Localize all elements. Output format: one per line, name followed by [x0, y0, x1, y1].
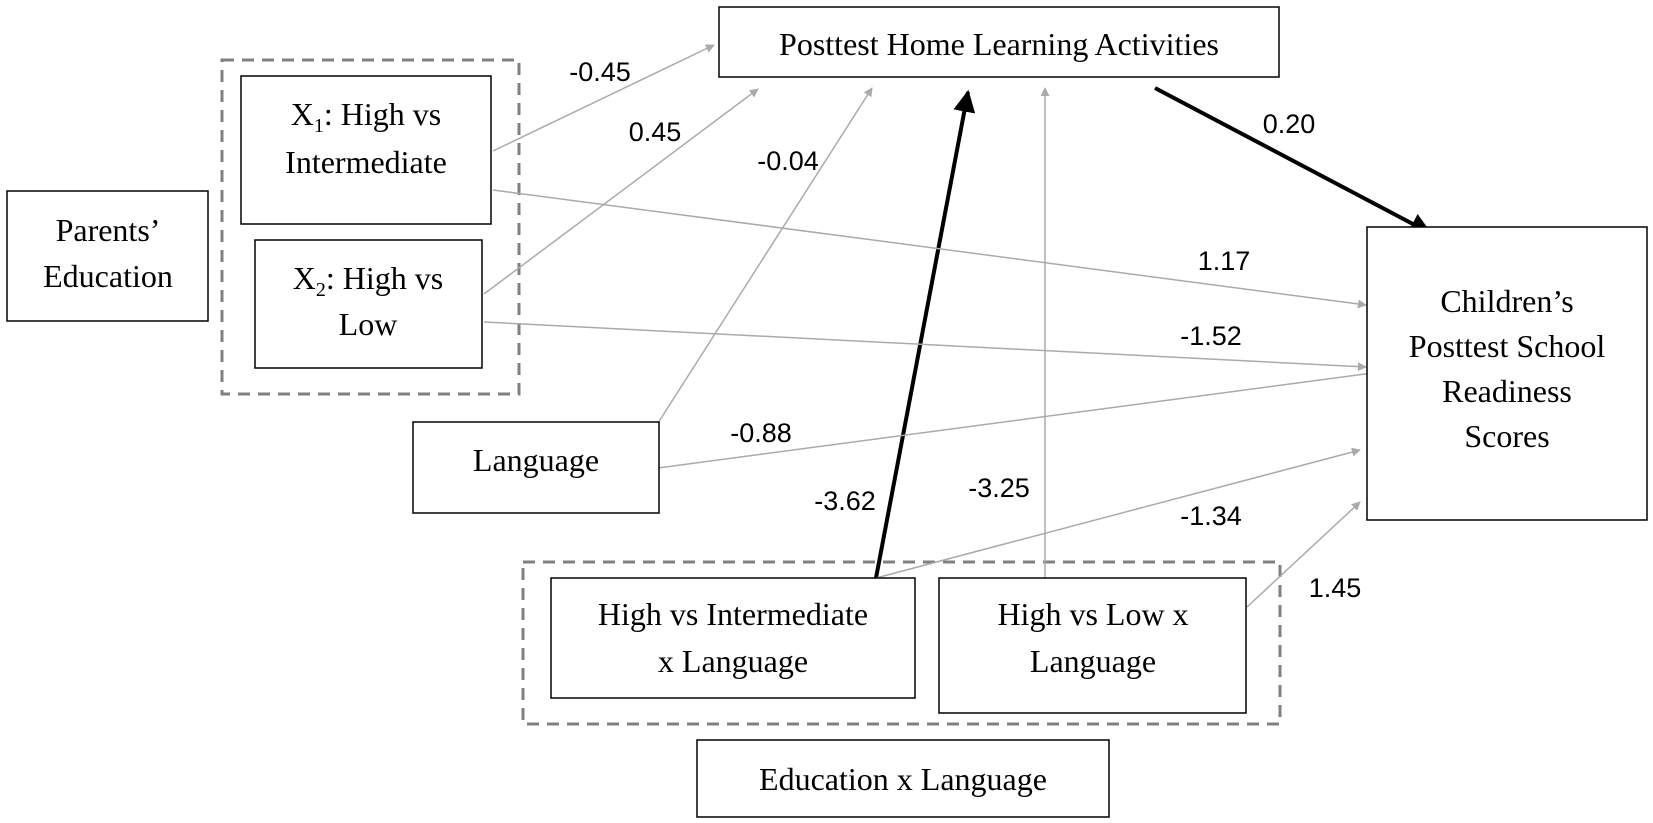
node-box-x2 — [254, 239, 483, 369]
coef-x2-to-hla: 0.45 — [629, 117, 682, 147]
arrow-int-hi-to-hla — [874, 89, 976, 579]
node-box-int-high-low — [938, 577, 1247, 714]
node-box-x1 — [240, 75, 492, 225]
node-box-readiness — [1366, 226, 1648, 521]
node-label-language: Language — [473, 442, 599, 478]
node-label-int-hi-line1: High vs Intermediate — [598, 596, 868, 632]
arrow-int-hl-to-readiness — [1246, 501, 1361, 608]
education-group-border — [220, 58, 521, 396]
x1-rest: : High vs — [324, 96, 441, 132]
node-label-education-x-language: Education x Language — [759, 761, 1047, 797]
coef-x1-to-hla: -0.45 — [569, 57, 631, 87]
coef-language-to-readiness: -0.88 — [730, 418, 792, 448]
x1-main: X — [291, 96, 314, 132]
node-label-readiness-line4: Scores — [1464, 418, 1549, 454]
coef-x1-to-readiness: 1.17 — [1198, 246, 1251, 276]
coef-int-hi-to-readiness: -3.25 — [968, 473, 1030, 503]
node-box-education-x-language — [696, 739, 1110, 818]
arrow-x2-to-readiness — [483, 321, 1367, 372]
coef-language-to-hla: -0.04 — [757, 146, 819, 176]
node-box-posttest-hla — [718, 6, 1280, 78]
arrow-x1-to-hla — [492, 44, 715, 152]
node-label-x2-line2: Low — [339, 306, 398, 342]
node-label-readiness-line2: Posttest School — [1409, 328, 1606, 364]
coef-x2-to-readiness: -1.52 — [1180, 321, 1242, 351]
node-label-readiness-line1: Children’s — [1440, 283, 1573, 319]
node-box-int-high-intermediate — [550, 577, 916, 699]
node-box-language — [412, 421, 660, 514]
node-label-readiness-line3: Readiness — [1442, 373, 1572, 409]
x2-subscript: 2 — [316, 279, 326, 301]
x1-subscript: 1 — [314, 115, 324, 137]
node-label-posttest-hla: Posttest Home Learning Activities — [779, 26, 1219, 62]
node-box-parents-education — [6, 190, 209, 322]
node-label-x1-line1: X1: High vs — [291, 96, 441, 137]
x2-rest: : High vs — [326, 260, 443, 296]
arrow-language-to-readiness — [657, 368, 1381, 469]
arrow-language-to-hla — [657, 87, 873, 424]
coef-int-hl-to-hla: -1.34 — [1180, 501, 1242, 531]
node-label-int-hl-line1: High vs Low x — [997, 596, 1188, 632]
node-label-int-hi-line2: x Language — [658, 643, 808, 679]
coef-hla-to-readiness: 0.20 — [1263, 109, 1316, 139]
arrow-x1-to-readiness — [492, 189, 1367, 309]
x2-main: X — [293, 260, 316, 296]
node-label-parents-line1: Parents’ — [56, 212, 161, 248]
coef-int-hi-to-hla: -3.62 — [814, 486, 876, 516]
node-label-int-hl-line2: Language — [1030, 643, 1156, 679]
coef-int-hl-to-readiness: 1.45 — [1309, 573, 1362, 603]
arrow-hla-to-readiness — [1154, 86, 1432, 235]
arrow-int-hi-to-readiness — [875, 447, 1361, 579]
node-label-x2-line1: X2: High vs — [293, 260, 443, 301]
arrow-x2-to-hla — [483, 88, 759, 295]
node-label-parents-line2: Education — [43, 258, 173, 294]
node-label-x1-line2: Intermediate — [285, 144, 447, 180]
